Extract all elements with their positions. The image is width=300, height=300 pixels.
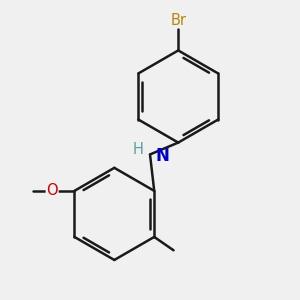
Text: O: O [46, 183, 58, 198]
Text: N: N [155, 147, 169, 165]
Text: Br: Br [170, 13, 186, 28]
Text: H: H [133, 142, 143, 157]
